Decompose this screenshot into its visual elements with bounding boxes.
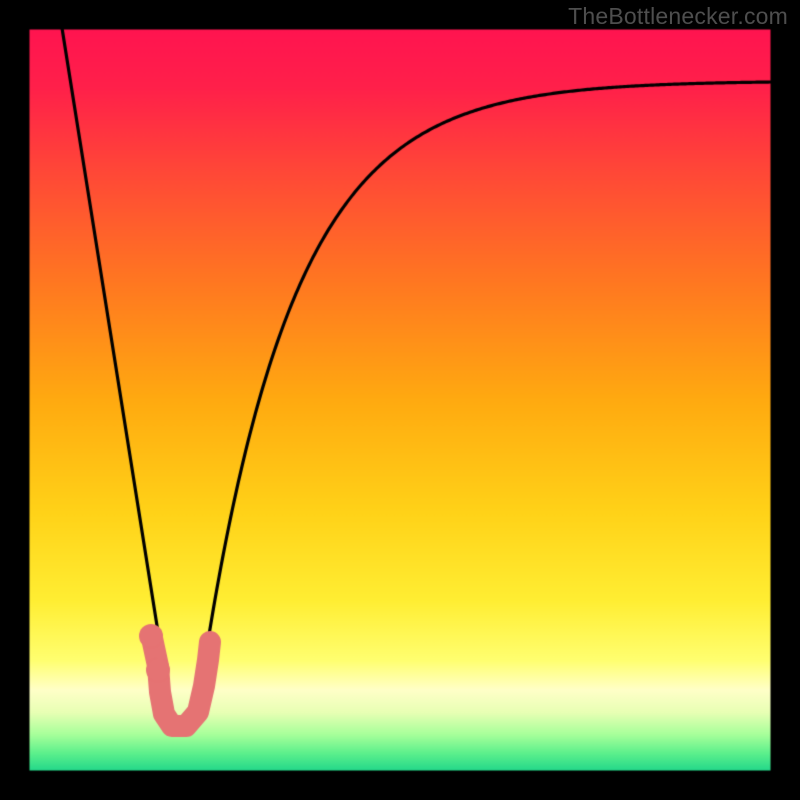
chart-stage: TheBottlenecker.com: [0, 0, 800, 800]
bottleneck-chart-canvas: [0, 0, 800, 800]
watermark-text: TheBottlenecker.com: [568, 3, 788, 30]
